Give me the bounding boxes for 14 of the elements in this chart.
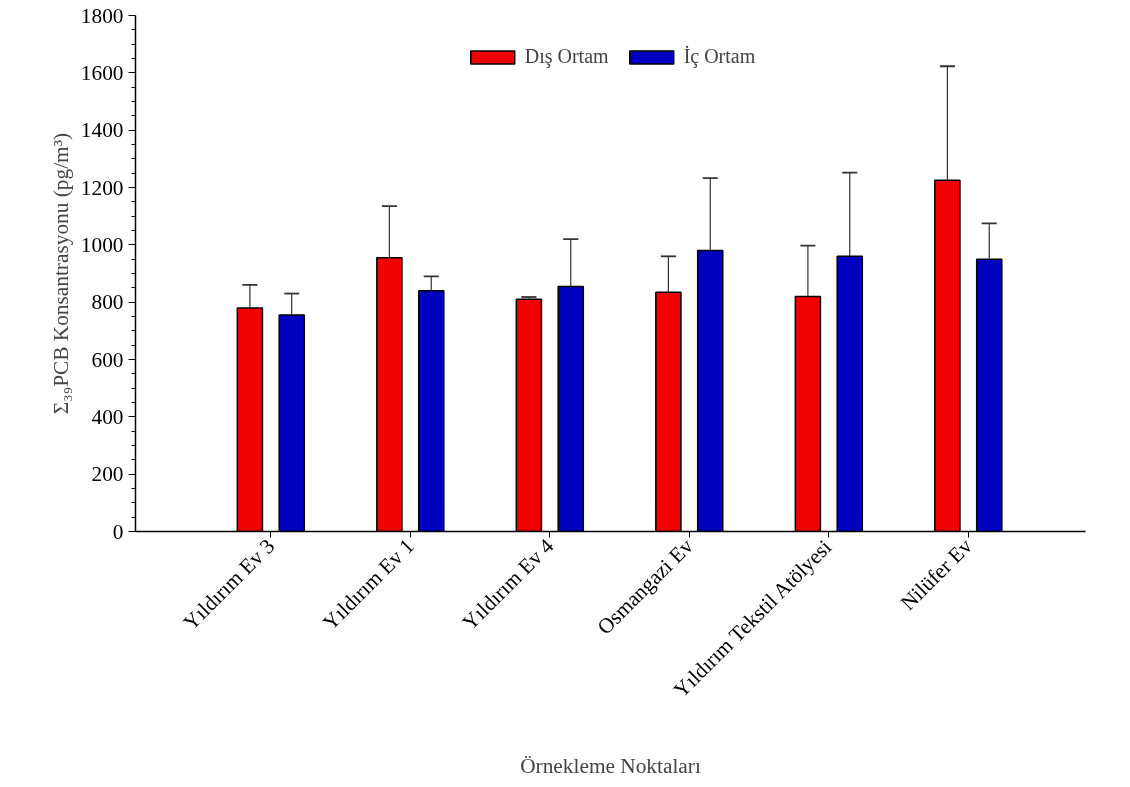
legend-label: İç Ortam — [683, 45, 756, 68]
y-axis-title: Σ₃₉PCB Konsantrasyonu (pg/m³) — [48, 132, 73, 415]
y-tick-label: 1400 — [80, 118, 124, 143]
y-tick-label: 1800 — [80, 3, 124, 28]
y-tick-label: 0 — [112, 519, 124, 544]
y-tick-label: 800 — [91, 290, 124, 315]
y-tick-label: 600 — [91, 347, 124, 372]
y-tick-label: 1200 — [80, 175, 124, 200]
x-axis-title: Örnekleme Noktaları — [520, 753, 701, 778]
legend-label: Dış Ortam — [524, 45, 609, 68]
y-tick-label: 400 — [91, 404, 124, 429]
y-tick-label: 200 — [91, 462, 124, 487]
y-tick-label: 1000 — [80, 232, 124, 257]
y-tick-label: 1600 — [80, 60, 124, 85]
